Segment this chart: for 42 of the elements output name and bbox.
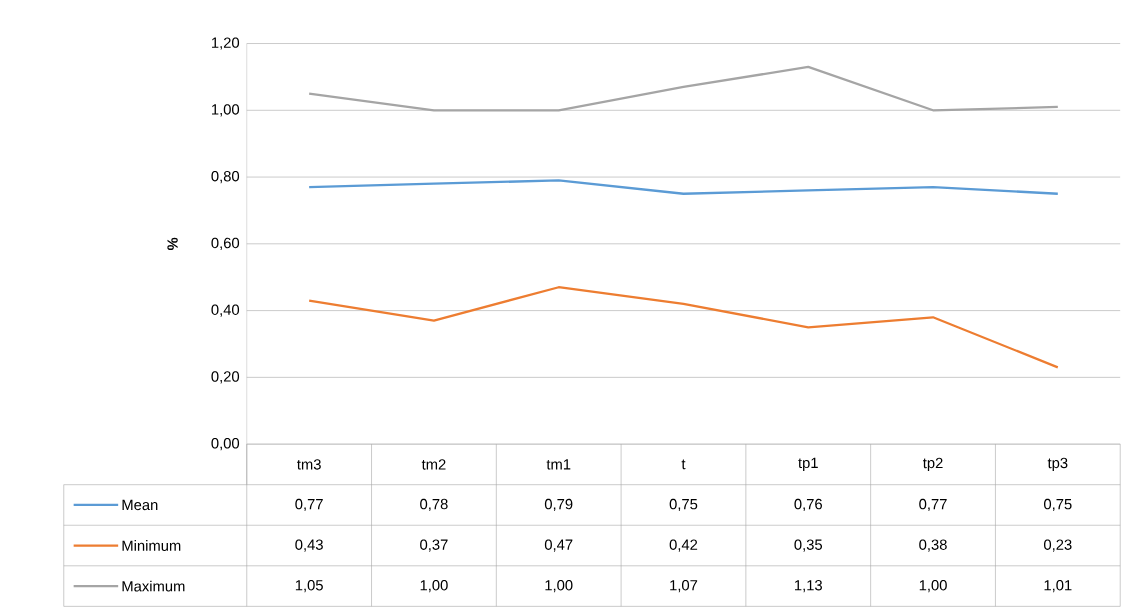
y-tick-label: 0,40 [211, 304, 240, 317]
y-tick-label: 0,80 [211, 170, 240, 184]
data-label: 0,42 [669, 539, 698, 552]
data-label: 0,79 [544, 498, 573, 511]
y-tick-label: 0,60 [211, 237, 240, 250]
data-label: 0,77 [295, 498, 323, 511]
legend-label: Maximum [122, 580, 185, 592]
data-label: 0,35 [794, 539, 823, 552]
x-tick-label: tm2 [421, 459, 446, 470]
y-tick-label: 0,00 [211, 437, 240, 451]
data-label: 0,76 [794, 498, 822, 511]
x-tick-label: tm3 [297, 459, 321, 470]
data-label: 1,07 [670, 579, 698, 593]
line-series [308, 179, 1059, 195]
x-tick-label: tp3 [1047, 457, 1068, 471]
data-label: 0,23 [1044, 539, 1072, 552]
data-label: 0,37 [420, 539, 448, 552]
x-tick-label: tm1 [546, 459, 571, 470]
y-tick-label: 1,00 [212, 104, 240, 117]
line-series [308, 65, 1059, 112]
data-label: 0,75 [669, 498, 698, 511]
data-label: 0,78 [420, 498, 448, 511]
x-tick-label: tp2 [922, 457, 943, 471]
x-tick-label: t [681, 459, 686, 470]
x-tick-label: tp1 [798, 457, 818, 471]
y-tick-label: 0,20 [211, 371, 240, 384]
data-label: 0,47 [544, 539, 573, 552]
data-label: 0,77 [919, 498, 947, 511]
data-label: 0,75 [1044, 498, 1072, 511]
data-label: 1,00 [420, 579, 448, 593]
data-label: 0,38 [919, 539, 947, 552]
data-label: 0,43 [295, 539, 323, 552]
data-label: 1,00 [545, 579, 573, 593]
line-series [308, 285, 1059, 369]
data-label: 1,13 [795, 579, 822, 593]
data-label: 1,00 [919, 579, 947, 593]
data-label: 1,01 [1044, 579, 1072, 593]
y-tick-label: 1,20 [212, 37, 240, 50]
legend-label: Mean [122, 499, 158, 510]
legend-label: Minimum [122, 539, 181, 551]
data-label: 1,05 [295, 579, 323, 593]
y-axis-title: % [167, 237, 178, 250]
